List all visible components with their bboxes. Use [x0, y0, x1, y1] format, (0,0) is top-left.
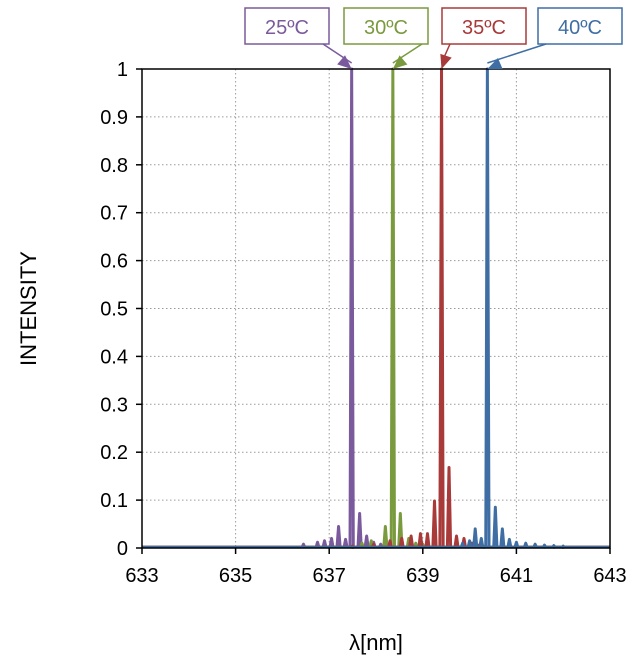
y-tick-labels: 0 0.1 0.2 0.3 0.4 0.5 0.6 0.7 0.8 0.9 1 [100, 59, 128, 560]
spectral-peak [438, 67, 445, 549]
y-tick-label: 0.5 [100, 299, 128, 321]
spectral-peak [356, 512, 363, 549]
grid-lines [142, 69, 610, 548]
y-axis-title: INTENSITY [16, 251, 41, 366]
legend-box [537, 7, 623, 45]
x-tick-label: 639 [406, 565, 439, 587]
legend-label: 40ºC [558, 17, 602, 39]
x-tick-label: 637 [313, 565, 346, 587]
spectral-peak [398, 536, 405, 549]
spectral-peak [550, 544, 557, 549]
legend-arrowhead [487, 57, 503, 70]
legend-box [343, 7, 429, 45]
legend-label: 25ºC [265, 17, 309, 39]
spectral-peak [522, 541, 529, 549]
spectral-peak [472, 527, 479, 549]
series-1 [142, 67, 610, 549]
x-axis-title: λ[nm] [349, 630, 403, 655]
spectral-peak [348, 67, 355, 549]
legend-arrowhead [337, 55, 352, 69]
legend-label: 30ºC [364, 17, 408, 39]
spectral-peak [386, 539, 394, 549]
y-tick-label: 0.1 [100, 490, 128, 512]
y-tick-label: 0.4 [100, 346, 128, 368]
spectral-peak [407, 534, 415, 549]
series-2 [142, 67, 610, 549]
series-4 [142, 67, 610, 549]
legend-arrowhead [440, 53, 452, 69]
spectral-peak [417, 532, 424, 549]
spectral-peak [363, 534, 370, 549]
spectral-peak [424, 532, 431, 549]
spectral-peak [513, 540, 520, 549]
x-tick-label: 641 [500, 565, 533, 587]
spectral-peak [335, 524, 342, 549]
legend-callout-4: 40ºC [487, 7, 623, 70]
y-tick-label: 1 [117, 59, 128, 81]
spectral-peak [389, 67, 396, 549]
spectral-peak [431, 499, 438, 549]
spectral-peak [321, 539, 328, 549]
legend-arrowhead [392, 55, 408, 69]
spectral-peak [453, 534, 460, 549]
legend-label: 35ºC [462, 17, 506, 39]
spectral-peak [541, 543, 548, 549]
spectral-peak [484, 67, 491, 549]
y-tick-label: 0.8 [100, 155, 128, 177]
spectral-peak [506, 537, 513, 549]
x-tick-label: 633 [125, 565, 158, 587]
spectral-peak [478, 536, 485, 549]
spectral-peak [397, 512, 404, 549]
plot-area-frame [141, 68, 611, 549]
y-tick-label: 0.2 [100, 442, 128, 464]
spectral-peak [459, 541, 466, 549]
spectral-peak [328, 536, 335, 549]
spectral-peak [466, 539, 473, 549]
tick-marks [136, 68, 611, 554]
legend-callout-1: 25ºC [244, 7, 353, 69]
legend-callouts: 25ºC 30ºC 35ºC 40ºC [244, 7, 623, 70]
legend-box [441, 7, 527, 45]
y-tick-label: 0.6 [100, 251, 128, 273]
y-tick-label: 0 [117, 538, 128, 560]
spectral-peak [532, 542, 539, 549]
x-tick-label: 643 [593, 565, 626, 587]
y-tick-label: 0.9 [100, 107, 128, 129]
legend-callout-3: 35ºC [440, 7, 527, 69]
legend-box [244, 7, 330, 45]
x-tick-label: 635 [219, 565, 252, 587]
y-tick-label: 0.3 [100, 394, 128, 416]
spectral-peak [342, 537, 349, 549]
spectral-peak [382, 524, 389, 549]
spectral-peak [492, 505, 499, 549]
x-tick-labels: 633 635 637 639 641 643 [125, 565, 626, 587]
series-3 [142, 67, 610, 549]
series-layer [142, 67, 610, 549]
legend-callout-2: 30ºC [343, 7, 429, 69]
spectral-peak [499, 527, 506, 549]
spectral-peak [445, 466, 453, 549]
y-tick-label: 0.7 [100, 203, 128, 225]
